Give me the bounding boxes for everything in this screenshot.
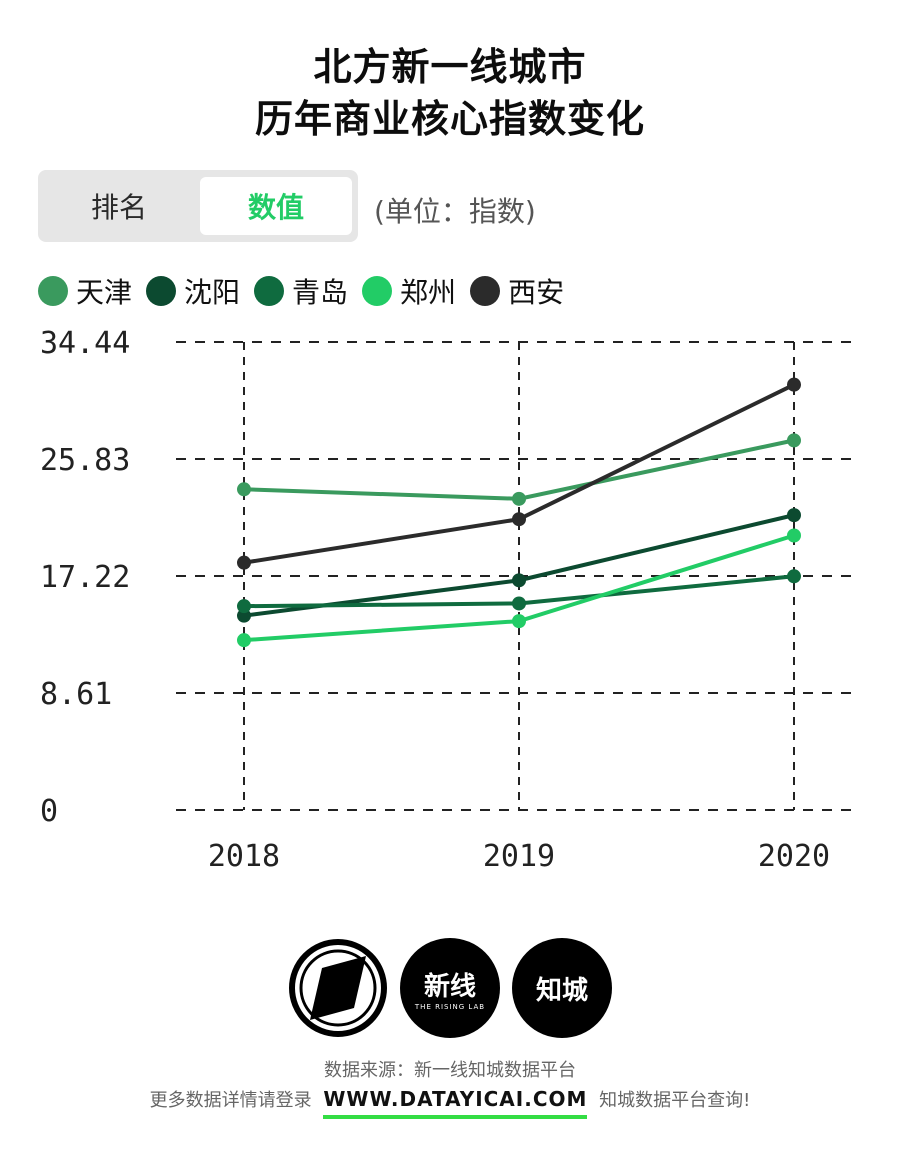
logo-row: 新线 THE RISING LAB 知城: [0, 938, 900, 1038]
chart-legend: 天津 沈阳 青岛 郑州 西安: [38, 270, 578, 312]
data-point-沈阳: [512, 573, 526, 588]
legend-swatch: [254, 276, 285, 306]
footer-more-suffix: 知城数据平台查询!: [599, 1090, 751, 1111]
data-point-郑州: [512, 614, 526, 629]
data-point-天津: [237, 482, 251, 497]
metric-toggle: 排名 数值: [38, 170, 358, 242]
data-point-青岛: [787, 569, 801, 584]
legend-label: 郑州: [400, 276, 457, 309]
legend-label: 西安: [508, 276, 565, 309]
toggle-rank-button[interactable]: 排名: [44, 177, 194, 235]
data-point-天津: [512, 491, 526, 506]
footer-more-line: 更多数据详情请登录 WWW.DATAYICAI.COM 知城数据平台查询!: [0, 1086, 900, 1119]
legend-item[interactable]: 沈阳: [146, 271, 240, 311]
website-link[interactable]: WWW.DATAYICAI.COM: [323, 1087, 588, 1119]
zhicheng-logo: 知城: [512, 938, 612, 1038]
data-point-西安: [787, 377, 801, 392]
x-tick-label: 2018: [208, 839, 280, 874]
chart-title-line1: 北方新一线城市: [313, 45, 587, 89]
legend-swatch: [38, 276, 68, 306]
zhicheng-logo-text: 知城: [535, 975, 588, 1006]
y-tick-label: 0: [40, 794, 58, 829]
data-point-西安: [237, 555, 251, 570]
footer-more-prefix: 更多数据详情请登录: [149, 1090, 312, 1111]
y-tick-label: 34.44: [40, 326, 130, 361]
legend-item[interactable]: 天津: [38, 271, 132, 311]
data-point-西安: [512, 512, 526, 527]
unit-note: (单位：指数): [374, 195, 536, 228]
y-tick-label: 17.22: [40, 560, 130, 595]
y-tick-label: 25.83: [40, 443, 130, 478]
yicai-logo-icon: [288, 938, 388, 1038]
legend-item[interactable]: 西安: [470, 271, 564, 311]
toggle-value-button[interactable]: 数值: [200, 177, 352, 235]
data-point-郑州: [787, 528, 801, 543]
line-chart: 34.44 25.83 17.22 8.61 0 2018 2019 2020: [40, 326, 860, 874]
legend-label: 青岛: [292, 276, 349, 309]
legend-swatch: [362, 276, 393, 306]
legend-swatch: [146, 276, 177, 306]
rising-lab-logo-subtext: THE RISING LAB: [414, 1002, 486, 1011]
legend-item[interactable]: 郑州: [362, 271, 456, 311]
data-point-天津: [787, 433, 801, 448]
data-point-郑州: [237, 633, 251, 648]
legend-label: 沈阳: [184, 276, 241, 309]
data-point-青岛: [512, 596, 526, 611]
rising-lab-logo-text: 新线: [423, 971, 476, 1002]
legend-label: 天津: [76, 276, 133, 309]
data-point-青岛: [237, 599, 251, 614]
data-point-沈阳: [787, 508, 801, 523]
legend-item[interactable]: 青岛: [254, 271, 348, 311]
x-tick-label: 2020: [758, 839, 830, 874]
data-source-note: 数据来源：新一线知城数据平台: [324, 1060, 576, 1081]
chart-title-line2: 历年商业核心指数变化: [254, 97, 645, 141]
legend-swatch: [470, 276, 501, 306]
x-tick-label: 2019: [483, 839, 555, 874]
yicai-logo-graphic: [289, 939, 387, 1037]
y-tick-label: 8.61: [40, 677, 112, 712]
rising-lab-logo: 新线 THE RISING LAB: [400, 938, 500, 1038]
